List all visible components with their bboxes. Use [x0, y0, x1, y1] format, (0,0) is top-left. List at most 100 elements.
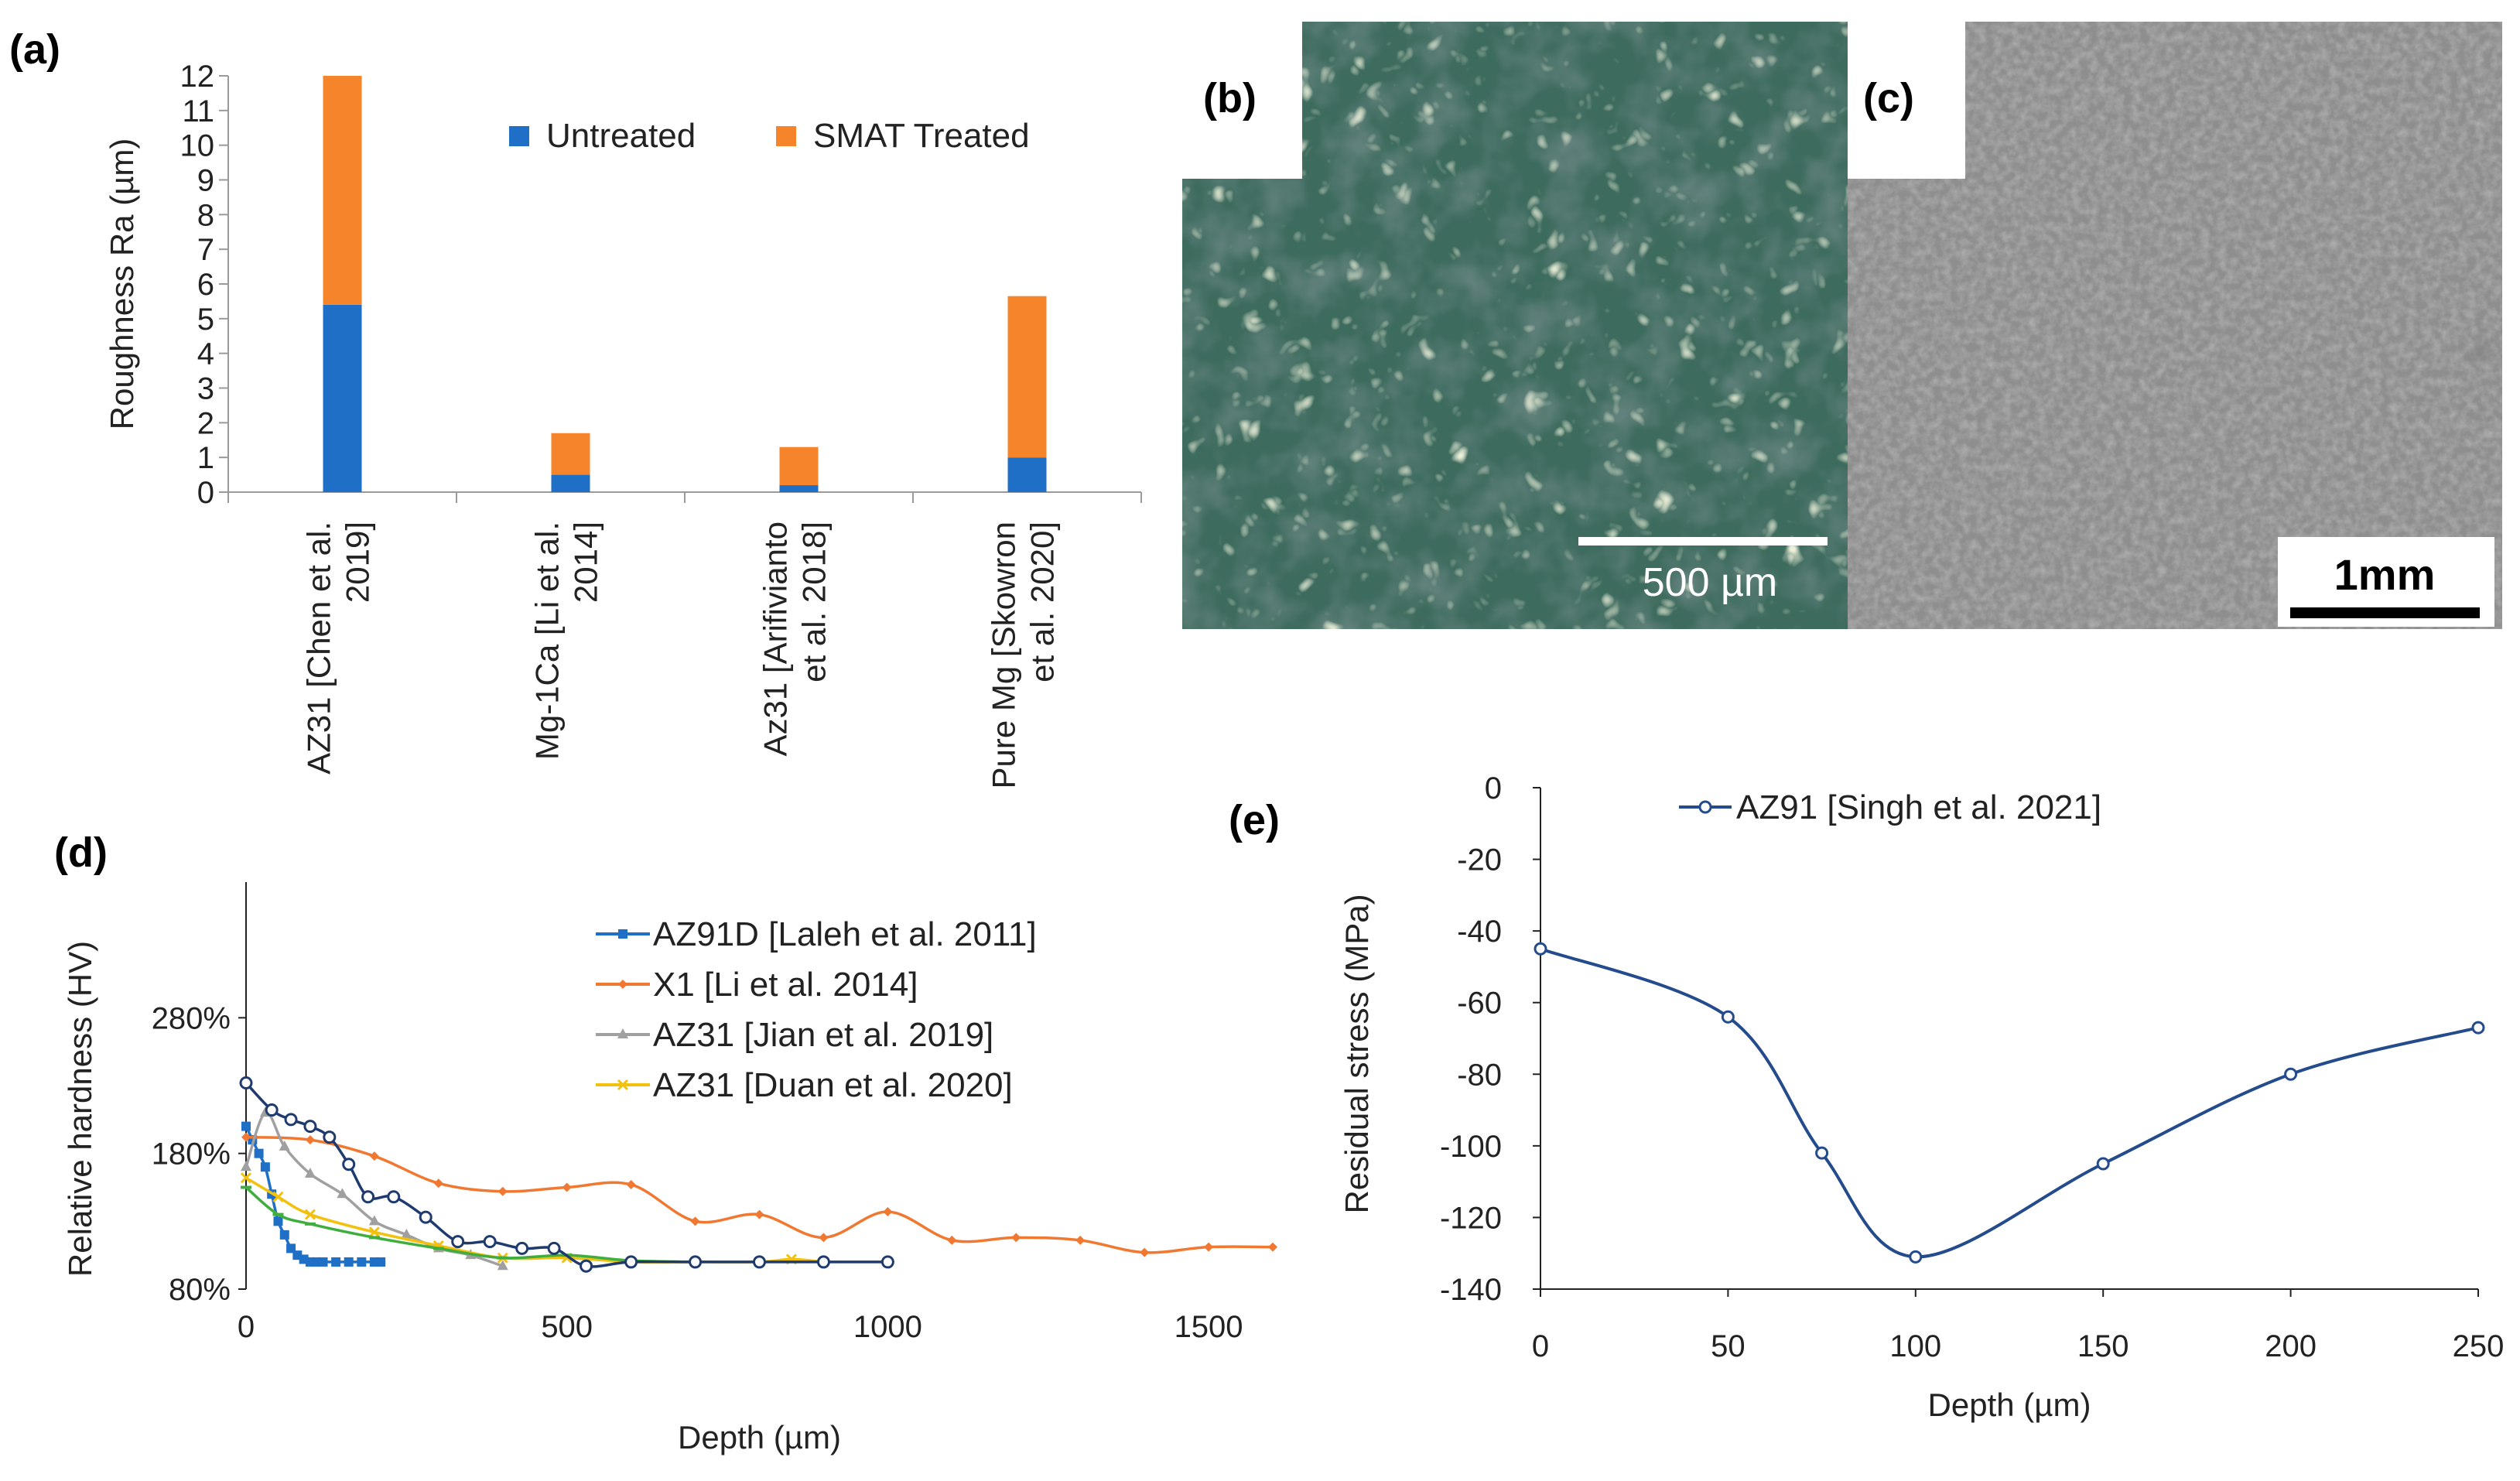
chart-d-legend-label: AZ31 [Duan et al. 2020]	[653, 1066, 1013, 1104]
chart-d-point-5	[880, 1255, 894, 1269]
chart-d-point-5	[387, 1190, 401, 1204]
chart-d-point-1	[369, 1151, 379, 1161]
chart-a-legend-label: Untreated	[546, 117, 696, 155]
chart-a-category-label: Mg-1Ca [Li et al.2014]	[529, 522, 604, 760]
chart-a-category-label: Pure Mg [Skowronet al. 2020]	[986, 522, 1061, 788]
chart-a-ytick-label: 0	[197, 476, 214, 510]
panel-label-d: (d)	[54, 829, 108, 876]
chart-d-point-3	[304, 1209, 316, 1220]
chart-a-ytick-label: 11	[182, 94, 214, 128]
chart-a-ytick-label: 9	[197, 164, 214, 198]
chart-d-point-1	[1140, 1247, 1150, 1257]
chart-d-point-3	[240, 1172, 252, 1184]
micrograph-c-scale-label: 1mm	[2334, 550, 2436, 599]
chart-d-point-1	[1204, 1242, 1214, 1252]
chart-e-point	[1909, 1250, 1923, 1264]
chart-d-point-1	[947, 1235, 957, 1245]
chart-d-point-5	[816, 1255, 830, 1269]
chart-d-point-5	[265, 1103, 279, 1117]
chart-d-point-5	[451, 1235, 465, 1249]
chart-a-ytick-label: 6	[197, 268, 214, 302]
chart-d-ytick-label: 180%	[152, 1137, 231, 1171]
chart-a-ytick-label: 2	[197, 406, 214, 440]
chart-a-category-line: Mg-1Ca [Li et al.	[529, 522, 566, 760]
micrograph-c: (c) 1mm	[1848, 22, 2502, 629]
panel-label-c: (c)	[1863, 75, 1914, 121]
chart-e-point	[1534, 942, 1547, 956]
chart-e-xtick-label: 100	[1889, 1329, 1941, 1363]
chart-d-legend-marker	[617, 1028, 628, 1038]
chart-e-ytick-label: -140	[1440, 1273, 1502, 1307]
chart-e-point	[1815, 1146, 1829, 1160]
chart-d-point-1	[819, 1233, 829, 1243]
chart-e-xtick-label: 150	[2077, 1329, 2129, 1363]
chart-a-bar-smat-treated	[551, 433, 590, 475]
chart-a-legend-swatch	[776, 126, 796, 146]
chart-d-ylabel: Relative hardness (HV)	[62, 941, 98, 1277]
panel-label-e: (e)	[1229, 797, 1280, 843]
chart-d-point-5	[515, 1241, 529, 1255]
chart-d-point-1	[305, 1135, 315, 1145]
chart-a-category-label: Az31 [Arifiviantoet al. 2018]	[757, 522, 833, 756]
chart-e-ytick-label: -100	[1440, 1130, 1502, 1164]
chart-d-point-5	[361, 1190, 375, 1204]
chart-d-legend-marker	[618, 929, 627, 939]
chart-e-ytick-label: -40	[1457, 915, 1502, 949]
chart-e-ytick-label: -80	[1457, 1058, 1502, 1092]
chart-a-category-line: et al. 2018]	[796, 522, 833, 682]
chart-a-category-line: 2014]	[568, 522, 604, 603]
chart-d-point-3	[368, 1226, 380, 1238]
chart-a-ytick-label: 5	[197, 303, 214, 337]
chart-d-point-1	[883, 1207, 893, 1217]
chart-d-xlabel: Depth (µm)	[678, 1419, 841, 1455]
chart-d-point-5	[284, 1113, 298, 1127]
chart-d-point-1	[498, 1186, 508, 1196]
panel-label-a: (a)	[9, 26, 60, 73]
chart-d-point-5	[624, 1255, 638, 1269]
chart-d-legend-label: AZ31 [Jian et al. 2019]	[653, 1016, 993, 1054]
chart-d-point-2	[241, 1161, 251, 1171]
chart-a-category-label: AZ31 [Chen et al.2019]	[301, 522, 376, 775]
chart-d-point-2	[401, 1228, 412, 1239]
chart-e-point	[1721, 1010, 1735, 1024]
chart-d-xtick-label: 1500	[1175, 1310, 1243, 1344]
chart-d-point-5	[753, 1255, 766, 1269]
chart-d-point-1	[690, 1216, 700, 1226]
chart-d-point-5	[483, 1235, 497, 1249]
chart-e-ytick-label: -20	[1457, 843, 1502, 877]
chart-d-point-2	[497, 1260, 508, 1271]
chart-d-point-1	[562, 1182, 572, 1192]
chart-d-legend-marker	[617, 1079, 629, 1091]
chart-d-hardness: 80% 180% 280% 0 500 1000 1500 Depth (µm) Relativ…	[62, 882, 1277, 1455]
chart-d-series-line-5	[244, 1082, 888, 1268]
panel-label-b: (b)	[1203, 75, 1257, 121]
chart-d-point-5	[239, 1076, 253, 1089]
chart-d-legend-label: AZ91D [Laleh et al. 2011]	[653, 915, 1037, 953]
chart-d-point-1	[241, 1132, 251, 1142]
chart-d-ytick-label: 80%	[169, 1273, 231, 1307]
chart-e-ytick-label: -120	[1440, 1201, 1502, 1235]
chart-d-point-5	[547, 1241, 561, 1255]
chart-e-xlabel: Depth (µm)	[1928, 1387, 2091, 1423]
chart-e-point	[2471, 1021, 2485, 1035]
chart-a-bar-smat-treated	[779, 446, 819, 486]
chart-e-xtick-label: 200	[2265, 1329, 2317, 1363]
chart-d-point-5	[689, 1255, 703, 1269]
chart-a-category-line: Pure Mg [Skowron	[986, 522, 1022, 788]
chart-a-ytick-label: 8	[197, 198, 214, 232]
micrograph-b-label-box	[1182, 22, 1302, 179]
micrograph-b: (b) 500 µm	[1182, 22, 1848, 629]
chart-d-xtick-label: 0	[238, 1310, 255, 1344]
chart-d-point-1	[1075, 1235, 1086, 1245]
chart-d-point-0	[331, 1257, 341, 1267]
chart-a-legend-label: SMAT Treated	[813, 117, 1030, 155]
chart-e-xtick-label: 50	[1711, 1329, 1746, 1363]
chart-d-legend-marker	[618, 980, 627, 989]
chart-d-point-0	[279, 1230, 289, 1240]
chart-a-bar-untreated	[1007, 457, 1047, 492]
chart-a-bar-untreated	[551, 474, 590, 492]
chart-d-point-1	[1268, 1242, 1277, 1252]
chart-d-point-2	[304, 1167, 316, 1178]
